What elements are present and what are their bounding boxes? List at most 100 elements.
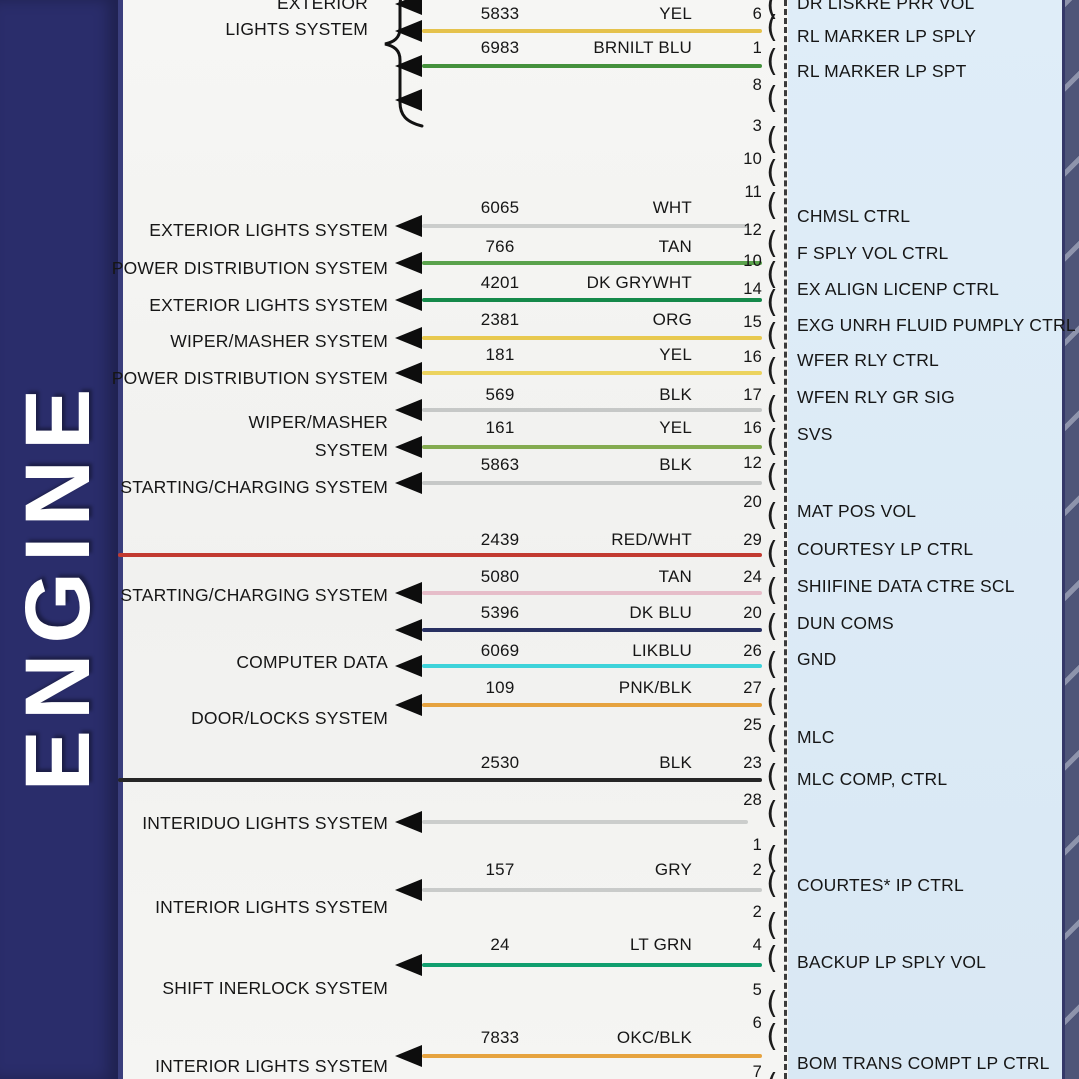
pin-socket-icon: ( — [766, 188, 778, 223]
connector-panel — [788, 0, 1062, 1079]
pin-number: 10 — [743, 252, 762, 270]
pin-label: SVS — [797, 424, 833, 444]
pin-number: 29 — [743, 531, 762, 549]
pin-number: 15 — [743, 313, 762, 331]
wire-color: YEL — [659, 4, 692, 23]
system-label: EXTERIOR LIGHTS SYSTEM — [149, 295, 388, 315]
pin-socket-icon: ( — [766, 986, 778, 1021]
pin-label: WFEN RLY GR SIG — [797, 387, 955, 407]
wire-line — [422, 371, 762, 375]
wire-arrow-icon — [395, 327, 422, 349]
pin-socket-icon: ( — [766, 536, 778, 571]
pin-socket-icon: ( — [766, 498, 778, 533]
wire-color: DK BLU — [629, 603, 692, 622]
pin-label: DUN COMS — [797, 613, 894, 633]
pin-number: 27 — [743, 679, 762, 697]
pin-number: 5 — [752, 981, 762, 999]
system-label: POWER DISTRIBUTION SYSTEM — [111, 368, 388, 388]
wire-line — [422, 820, 748, 824]
wire-number: 6069 — [480, 641, 520, 660]
wire-number: 5396 — [480, 603, 520, 622]
pin-socket-icon: ( — [766, 941, 778, 976]
wire-color: BRNILT BLU — [593, 38, 692, 57]
wire-number: 7833 — [480, 1028, 520, 1047]
wire-line — [422, 261, 762, 265]
wire-number: 2530 — [480, 753, 520, 772]
pin-label: COURTES* IP CTRL — [797, 875, 964, 895]
wire-color: LIKBLU — [632, 641, 692, 660]
pin-label: SHIIFINE DATA CTRE SCL — [797, 576, 1015, 596]
wire-number: 2381 — [480, 310, 520, 329]
pin-number: 11 — [744, 183, 762, 201]
engine-title: ENGINE — [7, 378, 109, 792]
pin-socket-icon: ( — [766, 759, 778, 794]
wire-arrow-icon — [395, 472, 422, 494]
pin-socket-icon: ( — [766, 318, 778, 353]
pin-number: 24 — [743, 568, 762, 586]
pin-socket-icon: ( — [766, 647, 778, 682]
wire-color: BLK — [659, 385, 692, 404]
wire-number: 5080 — [480, 567, 520, 586]
system-label: EXTERIOR LIGHTS SYSTEM — [149, 220, 388, 240]
wire-number: 24 — [490, 935, 510, 954]
pin-socket-icon: ( — [764, 1068, 780, 1079]
pin-number: 8 — [752, 76, 762, 94]
wire-line — [422, 591, 762, 595]
pin-label: DR LISKRE PRR VOL — [797, 0, 975, 13]
wire-arrow-icon — [395, 55, 422, 77]
pin-socket-icon: ( — [766, 10, 778, 45]
wire-color: LT GRN — [630, 935, 692, 954]
wire-arrow-icon — [395, 0, 422, 15]
pin-number: 6 — [752, 5, 762, 23]
wire-line — [422, 1054, 762, 1058]
wire-color: BLK — [659, 753, 692, 772]
wire-number: 2439 — [480, 530, 520, 549]
pin-number: 12 — [743, 221, 762, 239]
pin-socket-icon: ( — [766, 122, 778, 157]
system-label: STARTING/CHARGING SYSTEM — [120, 477, 388, 497]
pin-number: 2 — [752, 903, 762, 921]
pin-socket-icon: ( — [766, 721, 778, 756]
wire-line — [422, 224, 748, 228]
pin-socket-icon: ( — [766, 257, 778, 292]
engine-banner — [0, 0, 123, 1079]
wire-number: 5863 — [480, 455, 520, 474]
wire-line — [422, 336, 762, 340]
wire-color: TAN — [658, 237, 692, 256]
pin-number: 2 — [752, 861, 762, 879]
pin-number: 16 — [743, 348, 762, 366]
pin-label: EXG UNRH FLUID PUMPLY CTRL — [797, 315, 1076, 335]
system-label: SYSTEM — [314, 440, 388, 460]
wire-number: 6983 — [480, 38, 520, 57]
wire-number: 4201 — [480, 273, 520, 292]
pin-number: 1 — [752, 39, 762, 57]
wire-arrow-icon — [395, 215, 422, 237]
pin-label: MLC — [797, 727, 835, 747]
pin-label: RL MARKER LP SPT — [797, 61, 967, 81]
wire-line — [422, 298, 762, 302]
pin-label: GND — [797, 649, 837, 669]
pin-number: 1 — [752, 836, 762, 854]
pin-number: 6 — [752, 1014, 762, 1032]
wire-arrow-icon — [395, 954, 422, 976]
system-label: POWER DISTRIBUTION SYSTEM — [111, 258, 388, 278]
wire-arrow-icon — [395, 436, 422, 458]
pin-number: 20 — [743, 604, 762, 622]
wire-line — [422, 703, 762, 707]
pin-socket-icon: ( — [766, 391, 778, 426]
pin-number: 12 — [743, 454, 762, 472]
pin-socket-icon: ( — [766, 796, 778, 831]
pin-number: 25 — [743, 716, 762, 734]
pin-socket-icon: ( — [766, 285, 778, 320]
wire-color: WHT — [652, 198, 692, 217]
pin-socket-icon: ( — [766, 609, 778, 644]
wire-number: 766 — [485, 237, 515, 256]
pin-number: 16 — [743, 419, 762, 437]
system-label: INTERIDUO LIGHTS SYSTEM — [142, 813, 388, 833]
wire-arrow-icon — [395, 252, 422, 274]
pin-number: 23 — [743, 754, 762, 772]
pin-socket-icon: ( — [766, 459, 778, 494]
pin-label: CHMSL CTRL — [797, 206, 911, 226]
wire-number: 161 — [485, 418, 515, 437]
pin-label: EX ALIGN LICENP CTRL — [797, 279, 1000, 299]
